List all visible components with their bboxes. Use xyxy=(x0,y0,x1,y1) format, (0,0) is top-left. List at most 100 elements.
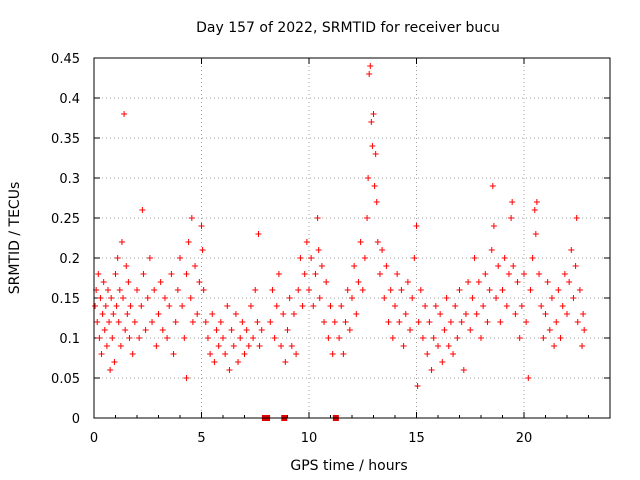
data-point xyxy=(506,271,512,277)
data-point xyxy=(388,287,394,293)
y-tick-label: 0.2 xyxy=(59,252,80,267)
y-tick-label: 0.4 xyxy=(59,92,80,107)
data-point xyxy=(248,303,254,309)
data-point xyxy=(538,303,544,309)
data-point xyxy=(577,287,583,293)
data-point xyxy=(500,287,506,293)
data-point xyxy=(536,271,542,277)
data-point xyxy=(315,215,321,221)
data-point xyxy=(308,255,314,261)
data-point xyxy=(124,311,130,317)
data-point xyxy=(448,319,454,325)
data-point xyxy=(519,303,525,309)
data-point xyxy=(489,247,495,253)
data-point xyxy=(168,271,174,277)
data-point xyxy=(259,327,265,333)
data-point xyxy=(328,303,334,309)
data-point xyxy=(403,311,409,317)
data-point xyxy=(420,335,426,341)
data-point xyxy=(373,151,379,157)
data-point xyxy=(302,271,308,277)
data-point xyxy=(134,287,140,293)
data-point xyxy=(418,287,424,293)
data-point xyxy=(123,263,129,269)
chart: Day 157 of 2022, SRMTID for receiver buc… xyxy=(0,0,640,480)
data-point xyxy=(119,239,125,245)
data-point xyxy=(160,327,166,333)
data-point xyxy=(549,295,555,301)
data-point xyxy=(437,311,443,317)
data-point xyxy=(534,199,540,205)
data-point xyxy=(196,279,202,285)
data-point xyxy=(349,295,355,301)
data-point xyxy=(105,287,111,293)
data-point xyxy=(267,319,273,325)
x-tick-label: 10 xyxy=(301,431,318,446)
data-point xyxy=(358,239,364,245)
data-point xyxy=(367,63,373,69)
data-point xyxy=(365,175,371,181)
data-point xyxy=(287,295,293,301)
data-point xyxy=(374,199,380,205)
data-point xyxy=(372,183,378,189)
data-point xyxy=(478,335,484,341)
data-point xyxy=(407,327,413,333)
data-point xyxy=(521,271,527,277)
data-point xyxy=(325,335,331,341)
data-point xyxy=(457,287,463,293)
data-point xyxy=(257,343,263,349)
data-point xyxy=(108,295,114,301)
data-point xyxy=(461,367,467,373)
data-point xyxy=(422,303,428,309)
data-point xyxy=(317,295,323,301)
data-point xyxy=(233,311,239,317)
data-point xyxy=(530,255,536,261)
data-point xyxy=(94,319,100,325)
data-point xyxy=(476,279,482,285)
data-point xyxy=(139,207,145,213)
data-point xyxy=(474,311,480,317)
data-point xyxy=(416,319,422,325)
data-point xyxy=(149,319,155,325)
data-point xyxy=(509,199,515,205)
data-point xyxy=(508,215,514,221)
y-tick-label: 0.45 xyxy=(51,52,80,67)
data-point xyxy=(114,303,120,309)
data-point xyxy=(525,375,531,381)
plot-frame xyxy=(94,58,610,418)
data-point xyxy=(480,303,486,309)
data-point xyxy=(491,223,497,229)
data-point xyxy=(143,327,149,333)
data-point xyxy=(126,335,132,341)
data-point xyxy=(289,343,295,349)
data-point xyxy=(103,303,109,309)
data-point xyxy=(568,247,574,253)
data-point xyxy=(570,295,576,301)
data-point xyxy=(297,255,303,261)
data-point xyxy=(192,263,198,269)
data-point xyxy=(151,287,157,293)
data-point xyxy=(467,327,473,333)
data-point xyxy=(239,319,245,325)
data-point xyxy=(306,287,312,293)
data-point xyxy=(226,367,232,373)
data-point xyxy=(164,335,170,341)
data-point xyxy=(121,111,127,117)
data-points xyxy=(92,63,587,389)
data-point xyxy=(533,231,539,237)
data-point xyxy=(255,231,261,237)
data-point xyxy=(580,311,586,317)
y-tick-label: 0.1 xyxy=(59,332,80,347)
data-point xyxy=(375,239,381,245)
y-axis-label: SRMTID / TECUs xyxy=(7,182,23,295)
data-point xyxy=(353,311,359,317)
y-tick-label: 0.35 xyxy=(51,132,80,147)
data-point xyxy=(555,287,561,293)
data-point xyxy=(439,359,445,365)
data-point xyxy=(117,287,123,293)
data-point xyxy=(482,271,488,277)
data-point xyxy=(396,319,402,325)
data-point xyxy=(140,271,146,277)
data-point xyxy=(109,335,115,341)
data-point xyxy=(429,367,435,373)
